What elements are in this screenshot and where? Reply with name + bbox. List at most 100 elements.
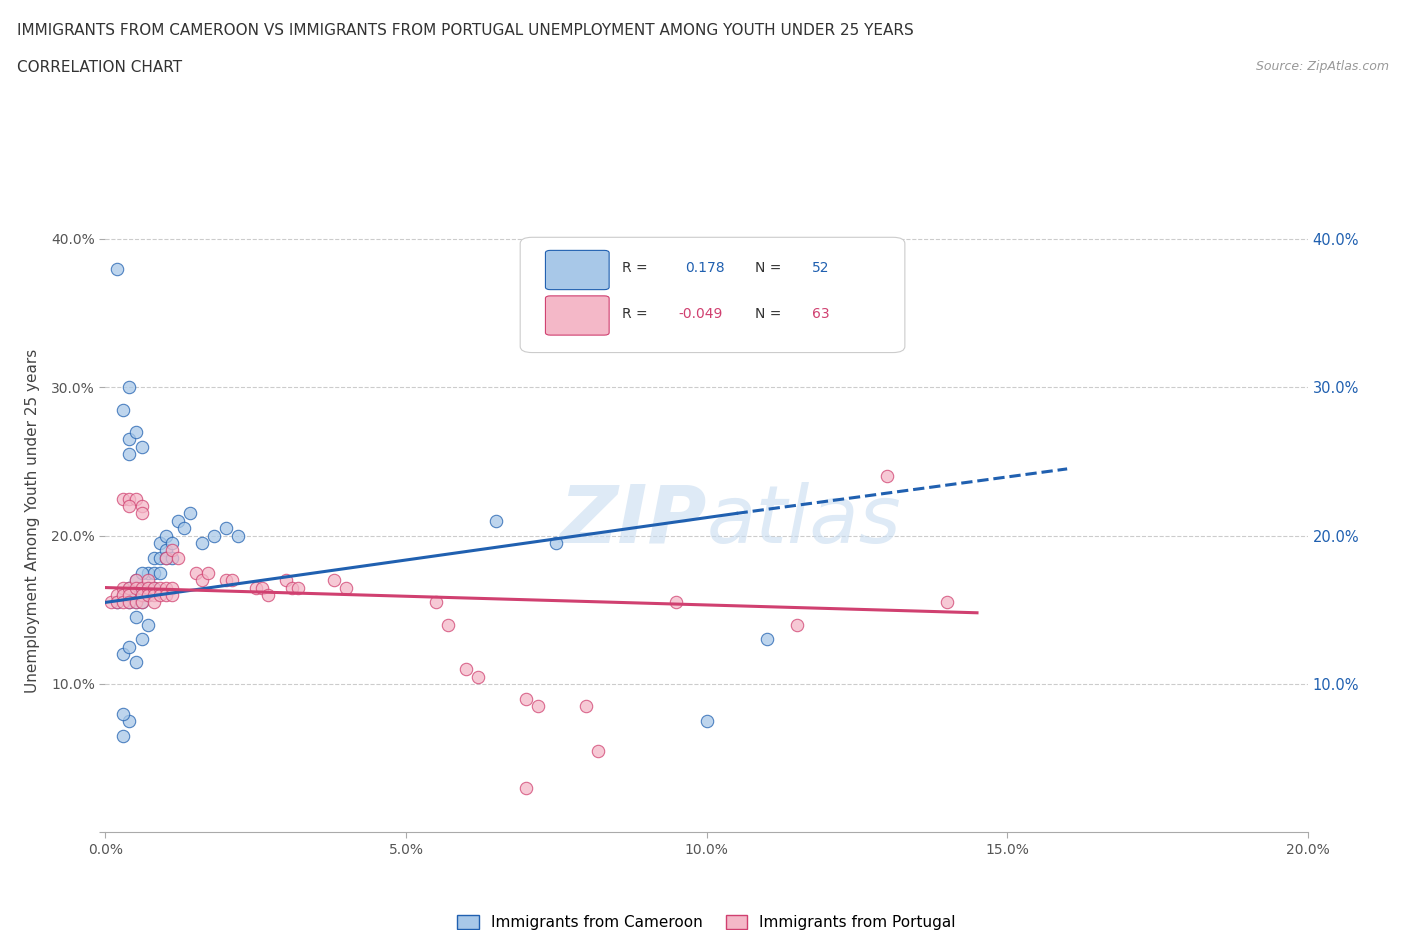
Point: [454, 662, 477, 677]
Point: [155, 588, 177, 603]
Point: [118, 713, 141, 728]
Point: [322, 573, 344, 588]
Point: [131, 595, 153, 610]
Point: [118, 588, 141, 603]
Point: [155, 580, 177, 595]
Point: [515, 691, 537, 706]
Point: [142, 551, 165, 565]
Point: [148, 565, 170, 580]
Point: [124, 655, 146, 670]
Point: [112, 402, 135, 417]
Point: [112, 588, 135, 603]
Point: [124, 610, 146, 625]
Text: R =: R =: [623, 261, 648, 275]
Point: [112, 588, 135, 603]
Point: [245, 580, 267, 595]
Point: [118, 640, 141, 655]
Point: [136, 573, 159, 588]
Point: [160, 588, 183, 603]
Point: [214, 521, 236, 536]
Point: [131, 588, 153, 603]
Point: [197, 565, 219, 580]
Point: [142, 580, 165, 595]
Point: [131, 632, 153, 647]
Point: [588, 743, 610, 758]
Point: [184, 565, 207, 580]
Point: [124, 595, 146, 610]
Point: [696, 713, 718, 728]
FancyBboxPatch shape: [520, 237, 905, 352]
Point: [112, 706, 135, 721]
Point: [155, 551, 177, 565]
Point: [287, 580, 309, 595]
Point: [281, 580, 304, 595]
Point: [148, 588, 170, 603]
Point: [112, 647, 135, 662]
Point: [100, 595, 122, 610]
Point: [274, 573, 297, 588]
Point: [142, 595, 165, 610]
Point: [112, 595, 135, 610]
Point: [131, 498, 153, 513]
Point: [124, 424, 146, 439]
Point: [155, 528, 177, 543]
Point: [118, 432, 141, 446]
Point: [136, 565, 159, 580]
Point: [755, 632, 778, 647]
Point: [107, 595, 129, 610]
Point: [118, 595, 141, 610]
Point: [166, 551, 188, 565]
Point: [118, 498, 141, 513]
Text: 52: 52: [813, 261, 830, 275]
Point: [527, 698, 550, 713]
Text: 63: 63: [813, 307, 830, 321]
Point: [515, 780, 537, 795]
FancyBboxPatch shape: [546, 250, 609, 289]
Text: -0.049: -0.049: [679, 307, 723, 321]
Point: [148, 536, 170, 551]
Point: [136, 618, 159, 632]
Point: [124, 573, 146, 588]
FancyBboxPatch shape: [546, 296, 609, 335]
Point: [142, 580, 165, 595]
Point: [124, 588, 146, 603]
Point: [467, 670, 489, 684]
Legend: Immigrants from Cameroon, Immigrants from Portugal: Immigrants from Cameroon, Immigrants fro…: [451, 909, 962, 930]
Point: [190, 573, 212, 588]
Point: [214, 573, 236, 588]
Point: [124, 573, 146, 588]
Point: [124, 491, 146, 506]
Point: [202, 528, 225, 543]
Point: [142, 588, 165, 603]
Point: [335, 580, 357, 595]
Point: [160, 536, 183, 551]
Point: [485, 513, 508, 528]
Point: [160, 580, 183, 595]
Point: [876, 469, 898, 484]
Text: R =: R =: [623, 307, 648, 321]
Point: [437, 618, 460, 632]
Point: [546, 536, 568, 551]
Point: [131, 588, 153, 603]
Point: [118, 580, 141, 595]
Point: [118, 580, 141, 595]
Text: CORRELATION CHART: CORRELATION CHART: [17, 60, 181, 75]
Point: [131, 580, 153, 595]
Point: [118, 491, 141, 506]
Point: [136, 580, 159, 595]
Point: [786, 618, 808, 632]
Point: [250, 580, 273, 595]
Point: [112, 728, 135, 743]
Point: [155, 551, 177, 565]
Point: [256, 588, 278, 603]
Point: [112, 580, 135, 595]
Text: atlas: atlas: [707, 482, 901, 560]
Point: [136, 588, 159, 603]
Point: [136, 580, 159, 595]
Point: [166, 513, 188, 528]
Text: N =: N =: [755, 307, 780, 321]
Point: [936, 595, 959, 610]
Point: [148, 551, 170, 565]
Text: 0.178: 0.178: [685, 261, 724, 275]
Point: [124, 580, 146, 595]
